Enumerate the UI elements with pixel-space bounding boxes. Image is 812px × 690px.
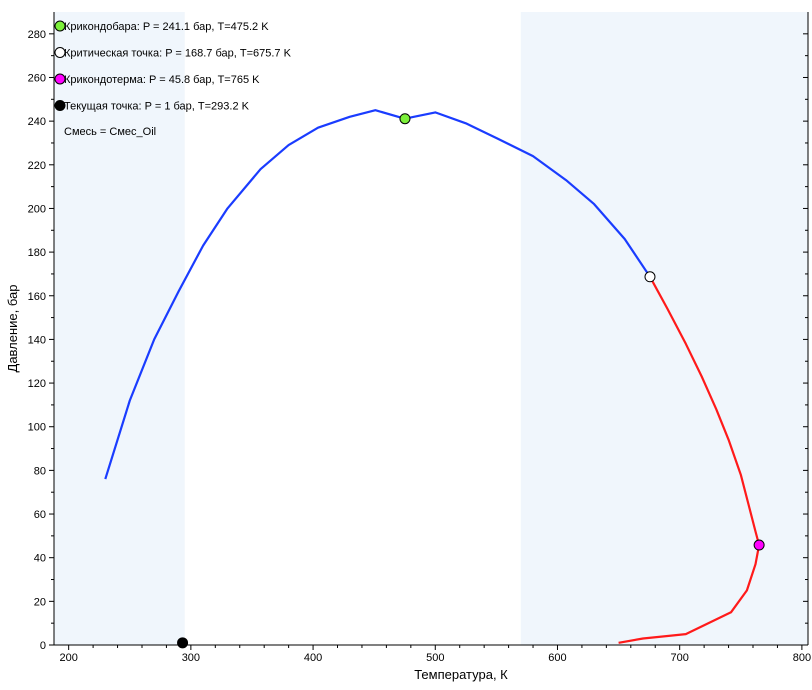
y-tick-label: 160 <box>28 291 46 303</box>
markers-group <box>177 113 765 649</box>
y-tick-label: 20 <box>34 596 46 608</box>
series-line-1 <box>618 276 761 644</box>
series-group <box>104 109 761 644</box>
legend-group: Крикондобара: P = 241.1 бар, T=475.2 K Кр… <box>54 20 292 113</box>
y-tick-label: 100 <box>28 422 46 434</box>
x-tick-label: 600 <box>548 652 566 664</box>
series-line-0 <box>104 109 651 480</box>
x-tick-label: 300 <box>182 652 200 664</box>
legend-marker-2 <box>54 73 66 85</box>
legend-marker-3 <box>54 100 66 111</box>
legend-text-0: Крикондобара: P = 241.1 бар, T=475.2 K <box>64 21 269 33</box>
y-tick-label: 0 <box>40 640 46 652</box>
x-tick-label: 700 <box>671 652 689 664</box>
marker-point-3 <box>177 637 189 649</box>
legend-marker-0 <box>54 20 66 32</box>
y-tick-label: 60 <box>34 509 46 521</box>
marker-point-2 <box>753 539 765 551</box>
y-tick-label: 240 <box>28 116 46 128</box>
y-tick-label: 120 <box>28 378 46 390</box>
plot-background-band <box>184 12 521 645</box>
y-tick-label: 140 <box>28 334 46 346</box>
x-tick-label: 500 <box>426 652 444 664</box>
x-tick-label: 200 <box>59 652 77 664</box>
marker-point-0 <box>399 113 411 125</box>
legend-text-1: Критическая точка: P = 168.7 бар, T=675.… <box>64 48 292 60</box>
legend-text-2: Крикондотерма: P = 45.8 бар, T=765 K <box>64 74 260 86</box>
axes-group: 0 20 40 60 80 100 120 140 160 180 200 220 240 260 280 2… <box>28 12 811 664</box>
y-tick-label: 260 <box>28 72 46 84</box>
legend-marker-1 <box>54 47 66 58</box>
x-tick-label: 800 <box>793 652 811 664</box>
x-tick-label: 400 <box>304 652 322 664</box>
mixture-label: Смесь = Смес_Oil <box>64 126 156 138</box>
y-tick-label: 220 <box>28 160 46 172</box>
y-axis-title: Давление, бар <box>5 285 20 373</box>
y-tick-label: 80 <box>34 465 46 477</box>
legend-text-3: Текущая точка: P = 1 бар, T=293.2 K <box>64 101 250 113</box>
y-tick-label: 200 <box>28 203 46 215</box>
y-tick-label: 280 <box>28 29 46 41</box>
y-tick-label: 40 <box>34 553 46 565</box>
marker-point-1 <box>644 271 656 283</box>
x-axis-title: Температура, К <box>414 667 508 682</box>
y-tick-label: 180 <box>28 247 46 259</box>
